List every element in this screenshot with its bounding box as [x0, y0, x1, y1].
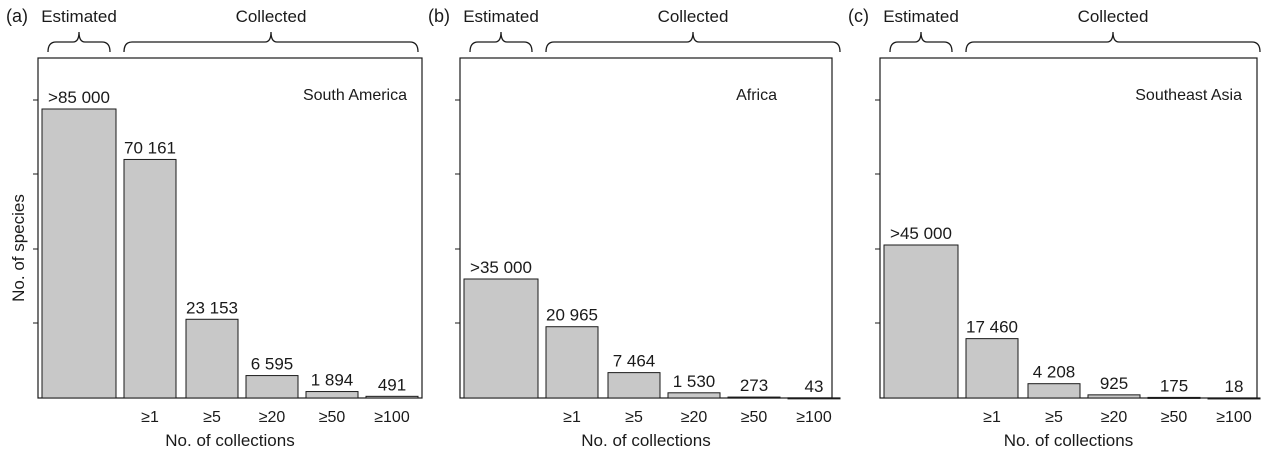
bar-collected-2 [185, 318, 239, 399]
x-tick-label: ≥100 [1216, 409, 1252, 426]
bar-collected-5 [787, 397, 841, 400]
estimated-brace [469, 31, 533, 53]
bar-collected-1 [545, 326, 599, 399]
bar-value-label: 1 530 [673, 372, 716, 391]
bar-collected-3 [667, 392, 721, 399]
bar-value-label: 4 208 [1033, 363, 1076, 382]
bar-estimated [463, 278, 539, 399]
bar-value-label: 491 [378, 375, 406, 394]
bar-value-label: 925 [1100, 374, 1128, 393]
x-tick-label: ≥50 [1161, 409, 1188, 426]
bar-value-label: 70 161 [124, 138, 176, 157]
chart-panel-3: (c) Estimated Collected Southeast Asia >45 0… [848, 6, 1261, 450]
x-tick-label: ≥50 [319, 409, 346, 426]
bar-collected-5 [365, 395, 419, 399]
bar-value-label: 273 [740, 376, 768, 395]
collected-brace [123, 31, 419, 53]
bar-collected-1 [123, 158, 177, 399]
bar-value-label: 43 [805, 377, 824, 396]
x-axis-label: No. of collections [165, 431, 294, 450]
x-tick-label: ≥5 [625, 409, 643, 426]
collected-brace [545, 31, 841, 53]
bar-value-label: 175 [1160, 376, 1188, 395]
panel-label: (b) [428, 6, 450, 26]
y-axis-label: No. of species [9, 194, 28, 302]
x-tick-label: ≥1 [141, 409, 159, 426]
bar-collected-2 [607, 372, 661, 399]
region-label: Africa [736, 87, 777, 104]
x-tick-label: ≥20 [681, 409, 708, 426]
estimated-group-label: Estimated [41, 7, 117, 26]
x-tick-label: ≥20 [1101, 409, 1128, 426]
bar-estimated [41, 108, 117, 399]
collected-brace [965, 31, 1261, 53]
bar-collected-4 [305, 391, 359, 399]
bar-collected-3 [1087, 394, 1141, 399]
region-label: South America [303, 87, 407, 104]
bar-collected-4 [1147, 396, 1201, 399]
bar-estimated [883, 244, 959, 399]
bar-collected-4 [727, 396, 781, 399]
estimated-group-label: Estimated [883, 7, 959, 26]
region-label: Southeast Asia [1135, 87, 1242, 104]
estimated-group-label: Estimated [463, 7, 539, 26]
x-tick-label: ≥100 [796, 409, 832, 426]
collected-group-label: Collected [1078, 7, 1149, 26]
x-axis-label: No. of collections [581, 431, 710, 450]
chart-panel-2: (b) Estimated Collected Africa >35 000 20 965… [428, 6, 841, 450]
estimated-brace [47, 31, 111, 53]
x-tick-label: ≥5 [1045, 409, 1063, 426]
bar-value-label: >45 000 [890, 224, 952, 243]
bar-value-label: 1 894 [311, 371, 354, 390]
x-tick-label: ≥20 [259, 409, 286, 426]
bar-collected-5 [1207, 397, 1261, 400]
x-tick-label: ≥50 [741, 409, 768, 426]
bar-collected-2 [1027, 383, 1081, 399]
bar-value-label: 17 460 [966, 318, 1018, 337]
estimated-brace [889, 31, 953, 53]
bar-value-label: 23 153 [186, 298, 238, 317]
bar-value-label: 20 965 [546, 306, 598, 325]
x-tick-label: ≥5 [203, 409, 221, 426]
bar-collected-3 [245, 375, 299, 399]
bar-collected-1 [965, 338, 1019, 399]
panel-label: (a) [6, 6, 28, 26]
x-tick-label: ≥1 [563, 409, 581, 426]
collected-group-label: Collected [658, 7, 729, 26]
x-axis-label: No. of collections [1004, 431, 1133, 450]
x-tick-label: ≥1 [983, 409, 1001, 426]
panel-label: (c) [848, 6, 869, 26]
x-tick-label: ≥100 [374, 409, 410, 426]
bar-value-label: 18 [1225, 377, 1244, 396]
bar-value-label: >35 000 [470, 258, 532, 277]
bar-value-label: 6 595 [251, 355, 294, 374]
collected-group-label: Collected [236, 7, 307, 26]
bar-value-label: 7 464 [613, 352, 656, 371]
chart-panel-1: (a) Estimated Collected South America >85 00… [6, 6, 423, 450]
bar-value-label: >85 000 [48, 88, 110, 107]
